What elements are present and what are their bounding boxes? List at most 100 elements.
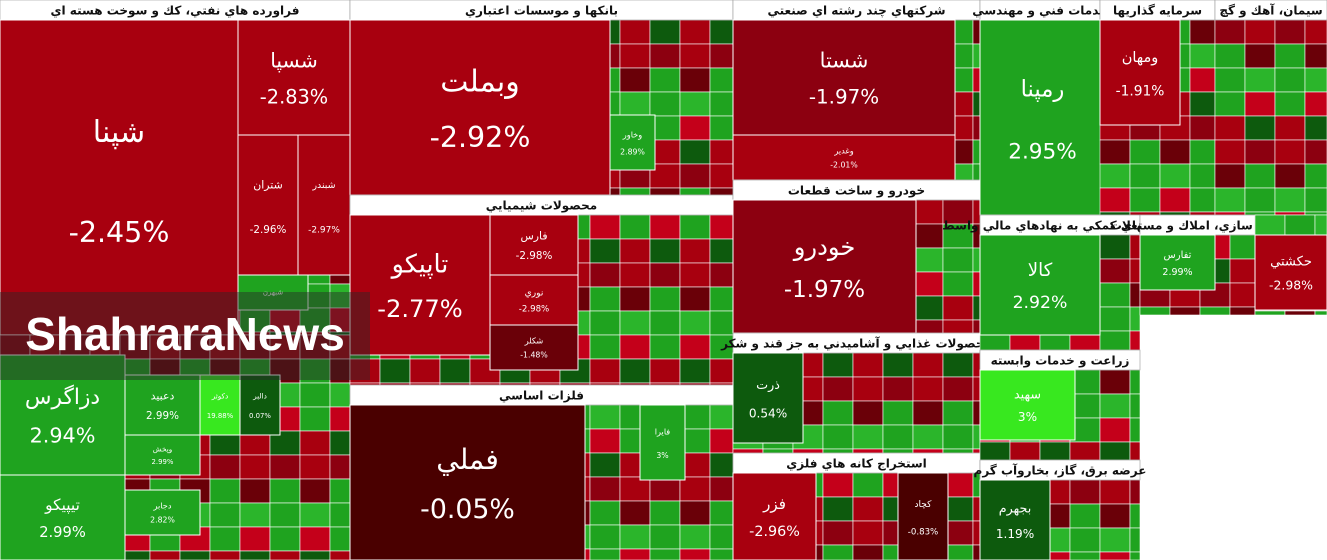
small-tile xyxy=(679,286,711,312)
small-tile xyxy=(1129,393,1141,419)
small-tile xyxy=(329,502,351,528)
small-tile xyxy=(942,352,974,378)
small-tile xyxy=(972,376,981,402)
small-tile xyxy=(679,238,711,264)
small-tile xyxy=(1229,306,1256,316)
stock-tile xyxy=(199,374,241,436)
small-tile xyxy=(589,358,621,384)
small-tile xyxy=(1214,67,1246,93)
small-tile xyxy=(209,478,241,504)
small-tile xyxy=(1199,306,1231,316)
small-tile xyxy=(1274,19,1306,45)
stock-name: دزاگرس xyxy=(25,384,100,410)
stock-change: 3% xyxy=(1018,410,1037,424)
sector-title: عرضه برق، گاز، بخاروآب گرم xyxy=(974,463,1147,479)
stock-tile xyxy=(124,489,201,536)
small-tile xyxy=(329,382,351,408)
small-tile xyxy=(912,319,944,334)
small-tile xyxy=(649,43,681,69)
small-tile xyxy=(709,476,734,502)
small-tile xyxy=(329,454,351,480)
sector-title: سرمايه گذاريها xyxy=(1113,4,1202,18)
small-tile xyxy=(709,548,734,560)
small-tile xyxy=(589,500,621,526)
small-tile xyxy=(972,400,981,426)
small-tile xyxy=(1099,417,1131,443)
small-tile xyxy=(589,214,621,240)
small-tile xyxy=(912,376,944,402)
small-tile xyxy=(792,448,824,454)
small-tile xyxy=(1274,43,1306,69)
sector: حكشتي -2.98% xyxy=(1254,214,1327,316)
small-tile xyxy=(679,524,711,550)
small-tile xyxy=(709,404,734,430)
small-tile xyxy=(942,376,974,402)
small-tile xyxy=(619,358,651,384)
stock-change: -2.96% xyxy=(250,224,287,236)
sector: عرضه برق، گاز، بخاروآب گرم بجهرم 1.19% xyxy=(974,459,1147,560)
small-tile xyxy=(679,43,711,69)
sector-title: سيمان، آهك و گچ xyxy=(1219,3,1322,19)
small-tile xyxy=(649,91,681,117)
small-tile xyxy=(822,472,854,498)
sector-title: محصولات شيميايي xyxy=(486,199,597,214)
stock-name: شبندر xyxy=(311,180,335,191)
small-tile xyxy=(972,115,981,141)
small-tile xyxy=(882,352,914,378)
small-tile xyxy=(679,163,711,189)
small-tile xyxy=(1244,91,1276,117)
small-tile xyxy=(979,441,1011,461)
small-tile xyxy=(1189,43,1216,69)
small-tile xyxy=(1129,369,1141,395)
small-tile xyxy=(269,454,301,480)
stock-name: كچاد xyxy=(915,500,933,510)
stock-change: -1.48% xyxy=(520,351,547,360)
small-tile xyxy=(912,199,944,225)
sector-title: انبوه سازي، املاك و مستغلات xyxy=(1110,219,1285,234)
small-tile xyxy=(1129,503,1141,529)
stock-change: -2.77% xyxy=(377,295,463,323)
small-tile xyxy=(299,307,331,333)
stock-name: نوري xyxy=(525,289,544,299)
small-tile xyxy=(379,358,411,384)
stock-change: -1.97% xyxy=(784,277,865,303)
small-tile xyxy=(269,478,301,504)
small-tile xyxy=(1304,43,1327,69)
small-tile xyxy=(1129,527,1141,553)
small-tile xyxy=(1189,91,1216,117)
small-tile xyxy=(1274,139,1306,165)
small-tile xyxy=(1244,43,1276,69)
small-tile xyxy=(589,286,621,312)
small-tile xyxy=(239,307,271,333)
small-tile xyxy=(1304,187,1327,213)
small-tile xyxy=(1009,441,1041,461)
small-tile xyxy=(1099,282,1131,308)
small-tile xyxy=(1099,551,1131,560)
small-tile xyxy=(822,424,854,450)
small-tile xyxy=(972,43,981,69)
stock-change: 0.07% xyxy=(249,412,271,420)
small-tile xyxy=(679,139,711,165)
small-tile xyxy=(649,524,681,550)
small-tile xyxy=(912,271,944,297)
stock-tile xyxy=(0,19,239,336)
small-tile xyxy=(762,448,794,454)
small-tile xyxy=(1244,211,1276,216)
stock-tile xyxy=(489,214,579,276)
small-tile xyxy=(709,139,734,165)
small-tile xyxy=(852,544,884,560)
stock-tile xyxy=(0,354,126,476)
small-tile xyxy=(649,286,681,312)
small-tile xyxy=(1069,551,1101,560)
stock-name: سهيد xyxy=(1014,387,1041,403)
small-tile xyxy=(709,524,734,550)
small-tile xyxy=(1214,43,1246,69)
stock-change: 2.92% xyxy=(1013,293,1068,313)
small-tile xyxy=(619,91,651,117)
stock-change: 0.54% xyxy=(749,407,787,421)
small-tile xyxy=(972,496,981,522)
stock-tile xyxy=(349,404,586,560)
stock-tile xyxy=(297,134,351,276)
small-tile xyxy=(972,67,981,93)
